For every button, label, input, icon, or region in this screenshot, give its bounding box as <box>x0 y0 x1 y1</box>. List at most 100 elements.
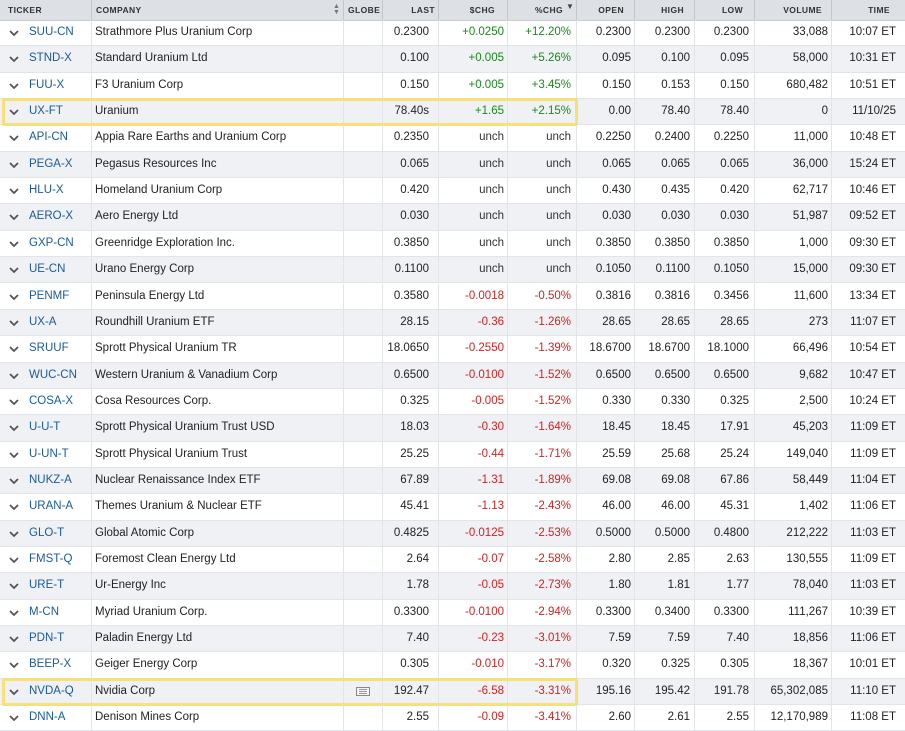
ticker-link[interactable]: COSA-X <box>29 394 74 407</box>
table-row[interactable]: UX-FT Uranium 78.40s +1.65 +2.15% 0.00 78.40 78… <box>0 99 905 126</box>
chevron-down-icon[interactable] <box>8 106 20 118</box>
chevron-down-icon[interactable] <box>8 291 20 303</box>
ticker-link[interactable]: FMST-Q <box>29 553 73 565</box>
chevron-down-icon[interactable] <box>8 607 20 619</box>
header-ticker[interactable]: TICKER <box>8 5 43 15</box>
ticker-link[interactable]: DNN-A <box>29 711 66 724</box>
ticker-link[interactable]: WUC-CN <box>29 368 77 381</box>
ticker-link[interactable]: GXP-CN <box>29 236 74 249</box>
header-last[interactable]: LAST <box>411 5 435 15</box>
table-row[interactable]: GXP-CN Greenridge Exploration Inc. 0.3850 u… <box>0 230 905 258</box>
chevron-down-icon[interactable] <box>8 80 20 92</box>
table-row[interactable]: GLO-T Global Atomic Corp 0.4825 -0.0125 -2.5… <box>0 520 905 547</box>
header-open[interactable]: OPEN <box>598 5 624 15</box>
chevron-down-icon[interactable] <box>8 238 20 250</box>
table-row[interactable]: URE-T Ur-Energy Inc 1.78 -0.05 -2.73% 1.80 1.8… <box>0 573 905 600</box>
table-row[interactable]: SRUUF Sprott Physical Uranium TR 18.0650 -0… <box>0 336 905 363</box>
chevron-down-icon[interactable] <box>8 580 20 592</box>
ticker-link[interactable]: BEEP-X <box>29 658 72 671</box>
ticker-link[interactable]: URE-T <box>29 579 65 592</box>
chevron-down-icon[interactable] <box>8 501 20 513</box>
chevron-down-icon[interactable] <box>8 686 20 698</box>
chevron-down-icon[interactable] <box>8 659 20 671</box>
table-row[interactable]: UE-CN Urano Energy Corp 0.1100 unch unch 0.10… <box>0 257 905 284</box>
ticker-link[interactable]: HLU-X <box>29 184 64 197</box>
table-row[interactable]: URAN-A Themes Uranium & Nuclear ETF 45.41 -… <box>0 494 905 521</box>
ticker-link[interactable]: API-CN <box>29 131 68 144</box>
table-row[interactable]: BEEP-X Geiger Energy Corp 0.305 -0.010 -3.17… <box>0 652 905 679</box>
company-name: Homeland Uranium Corp <box>95 184 223 197</box>
table-row[interactable]: AERO-X Aero Energy Ltd 0.030 unch unch 0.030 0… <box>0 204 905 231</box>
ticker-link[interactable]: PDN-T <box>29 632 65 645</box>
table-row[interactable]: HLU-X Homeland Uranium Corp 0.420 unch unch 0… <box>0 178 905 205</box>
chevron-down-icon[interactable] <box>8 159 20 171</box>
table-row[interactable]: U-UN-T Sprott Physical Uranium Trust 25.25… <box>0 441 905 468</box>
news-icon[interactable] <box>356 686 370 696</box>
header-dollar-change[interactable]: $CHG <box>469 5 495 15</box>
header-high[interactable]: HIGH <box>661 5 684 15</box>
table-row[interactable]: UX-A Roundhill Uranium ETF 28.15 -0.36 -1.26… <box>0 309 905 337</box>
ticker-link[interactable]: URAN-A <box>29 500 74 513</box>
ticker-link[interactable]: GLO-T <box>29 526 65 539</box>
chevron-down-icon[interactable] <box>8 370 20 382</box>
header-low[interactable]: LOW <box>721 5 743 15</box>
ticker-link[interactable]: UX-A <box>29 315 57 328</box>
table-row[interactable]: WUC-CN Western Uranium & Vanadium Corp 0.6… <box>0 362 905 389</box>
chevron-down-icon[interactable] <box>8 422 20 434</box>
table-row[interactable]: NUKZ-A Nuclear Renaissance Index ETF 67.89… <box>0 467 905 495</box>
table-row[interactable]: API-CN Appia Rare Earths and Uranium Corp… <box>0 125 905 152</box>
ticker-link[interactable]: NUKZ-A <box>29 473 72 486</box>
ticker-link[interactable]: PENMF <box>29 289 70 302</box>
chevron-down-icon[interactable] <box>8 528 20 540</box>
chevron-down-icon[interactable] <box>8 27 20 39</box>
chevron-down-icon[interactable] <box>8 554 20 566</box>
ticker-link[interactable]: FUU-X <box>29 78 65 91</box>
ticker-link[interactable]: STND-X <box>29 52 72 65</box>
table-row[interactable]: PENMF Peninsula Energy Ltd 0.3580 -0.0018 -0… <box>0 283 905 310</box>
chevron-down-icon[interactable] <box>8 185 20 197</box>
table-row[interactable]: U-U-T Sprott Physical Uranium Trust USD 18… <box>0 415 905 442</box>
chevron-down-icon[interactable] <box>8 449 20 461</box>
ticker-link[interactable]: U-UN-T <box>29 447 69 460</box>
table-row[interactable]: FUU-X F3 Uranium Corp 0.150 +0.005 +3.45% 0.1… <box>0 72 905 100</box>
table-row[interactable]: PEGA-X Pegasus Resources Inc 0.065 unch unch… <box>0 151 905 179</box>
chevron-down-icon[interactable] <box>8 633 20 645</box>
chevron-down-icon[interactable] <box>8 211 20 223</box>
chevron-down-icon[interactable] <box>8 132 20 144</box>
header-percent-change[interactable]: %CHG <box>534 5 563 15</box>
chevron-down-icon[interactable] <box>8 396 20 408</box>
table-row[interactable]: PDN-T Paladin Energy Ltd 7.40 -0.23 -3.01% 7.… <box>0 626 905 653</box>
header-volume[interactable]: VOLUME <box>783 5 822 15</box>
chevron-down-icon[interactable] <box>8 712 20 724</box>
chevron-down-icon[interactable] <box>8 343 20 355</box>
ticker-link[interactable]: SRUUF <box>29 342 69 355</box>
ticker-link[interactable]: AERO-X <box>29 210 74 223</box>
ticker-link[interactable]: UE-CN <box>29 263 66 276</box>
header-time[interactable]: TIME <box>868 5 890 15</box>
column-divider <box>634 415 635 442</box>
header-globe[interactable]: GLOBE <box>348 5 381 15</box>
column-divider <box>754 626 755 653</box>
chevron-down-icon[interactable] <box>8 264 20 276</box>
ticker-link[interactable]: U-U-T <box>29 421 61 434</box>
column-divider <box>576 467 577 494</box>
table-row[interactable]: M-CN Myriad Uranium Corp. 0.3300 -0.0100 -2.… <box>0 599 905 627</box>
table-row[interactable]: COSA-X Cosa Resources Corp. 0.325 -0.005 -1.… <box>0 388 905 416</box>
ticker-link[interactable]: M-CN <box>29 605 60 618</box>
chevron-down-icon[interactable] <box>8 475 20 487</box>
table-row[interactable]: NVDA-Q Nvidia Corp 192.47 -6.58 -3.31% 195.16… <box>0 678 905 706</box>
table-row[interactable]: DNN-A Denison Mines Corp 2.55 -0.09 -3.41% 2.… <box>0 705 905 731</box>
sort-descending-icon[interactable]: ▼ <box>566 2 574 11</box>
table-row[interactable]: FMST-Q Foremost Clean Energy Ltd 2.64 -0.07… <box>0 547 905 574</box>
chevron-down-icon[interactable] <box>8 317 20 329</box>
ticker-link[interactable]: PEGA-X <box>29 157 73 170</box>
table-row[interactable]: STND-X Standard Uranium Ltd 0.100 +0.005 +5.… <box>0 46 905 73</box>
ticker-link[interactable]: UX-FT <box>29 105 63 118</box>
ticker-link[interactable]: NVDA-Q <box>29 684 74 697</box>
header-company[interactable]: COMPANY <box>96 5 142 15</box>
table-row[interactable]: SUU-CN Strathmore Plus Uranium Corp 0.2300… <box>0 20 905 47</box>
sort-arrows-icon[interactable]: ▲ ▼ <box>333 3 340 16</box>
chevron-down-icon[interactable] <box>8 53 20 65</box>
ticker-link[interactable]: SUU-CN <box>29 26 74 38</box>
column-divider <box>634 151 635 178</box>
